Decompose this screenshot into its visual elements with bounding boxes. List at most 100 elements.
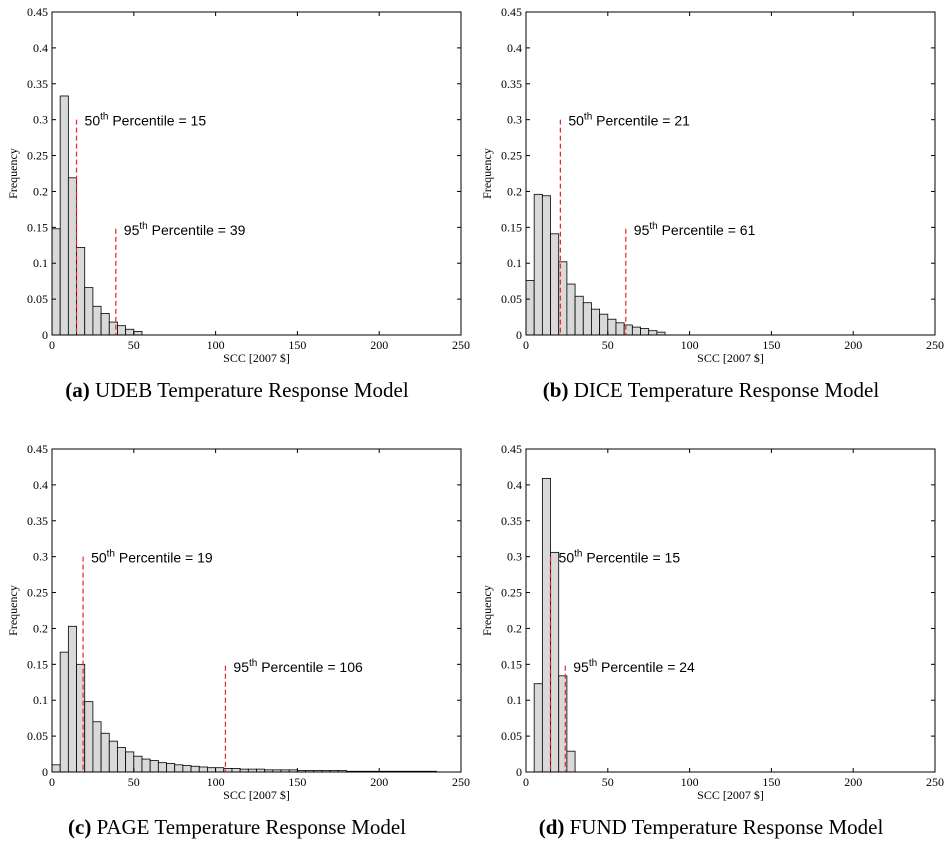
percentile-95-label: 95th Percentile = 61 — [634, 221, 756, 238]
histogram-bar — [84, 701, 94, 773]
histogram-bar — [533, 193, 543, 336]
histogram-bar — [92, 305, 102, 336]
histogram-bar — [648, 330, 658, 336]
chart-panel-a: 0 50 100 150 200 250 0 0.05 0.1 0.15 0.2 0.25 0.3 0.3… — [0, 0, 474, 423]
panel-caption: (b) DICE Temperature Response Model — [474, 378, 948, 403]
chart-panel-c: 0 50 100 150 200 250 0 0.05 0.1 0.15 0.2 0.25 0.3 0.3… — [0, 437, 474, 860]
histogram-bar — [117, 325, 127, 336]
histogram-bar — [59, 651, 69, 773]
histogram-plot: 0 50 100 150 200 250 0 0.05 0.1 0.15 0.2 0.25 0.3 0.3… — [6, 442, 470, 802]
x-tick-label: 150 — [288, 338, 306, 352]
histogram-bar — [100, 313, 110, 336]
y-tick-label: 0.4 — [33, 41, 48, 55]
histogram-bar — [157, 762, 167, 773]
y-tick-label: 0.1 — [33, 693, 48, 707]
percentile-95-label: 95th Percentile = 24 — [573, 658, 695, 675]
histogram-bar — [125, 328, 135, 336]
histogram-bar — [117, 747, 127, 773]
histogram-bar — [541, 478, 551, 773]
y-tick-label: 0.3 — [507, 550, 522, 564]
plot-frame — [525, 448, 936, 773]
percentile-95-label: 95th Percentile = 106 — [233, 658, 363, 675]
y-tick-label: 0.45 — [501, 5, 522, 19]
histogram-bar — [525, 280, 535, 336]
y-tick-label: 0.05 — [27, 729, 48, 743]
panel-letter: (a) — [65, 378, 90, 402]
histogram-bar — [215, 767, 225, 773]
histogram-bar — [76, 247, 86, 336]
x-tick-label: 150 — [762, 338, 780, 352]
caption-text: DICE Temperature Response Model — [573, 378, 880, 402]
histogram-bar — [533, 683, 543, 773]
y-tick-label: 0.05 — [501, 292, 522, 306]
y-tick-label: 0.4 — [507, 41, 522, 55]
histogram-bar — [149, 760, 159, 773]
histogram-bar — [182, 765, 192, 773]
y-tick-label: 0.1 — [507, 693, 522, 707]
histogram-bar — [59, 95, 69, 336]
histogram-bar — [84, 287, 94, 336]
panel-letter: (b) — [542, 378, 569, 402]
plot-frame — [525, 11, 936, 336]
percentile-50-label: 50th Percentile = 15 — [85, 112, 207, 129]
y-tick-label: 0 — [42, 328, 48, 342]
y-tick-label: 0.2 — [33, 184, 48, 198]
y-tick-label: 0.3 — [33, 550, 48, 564]
histogram-bar — [591, 308, 601, 336]
histogram-bar — [198, 766, 208, 773]
y-tick-label: 0.35 — [27, 77, 48, 91]
x-tick-label: 50 — [602, 775, 614, 789]
x-tick-label: 0 — [49, 775, 55, 789]
panel-caption: (d) FUND Temperature Response Model — [474, 815, 948, 840]
histogram-bar — [566, 750, 576, 773]
histogram-bar — [108, 740, 118, 773]
x-tick-label: 100 — [681, 338, 699, 352]
x-tick-label: 0 — [523, 775, 529, 789]
histogram-bar — [67, 625, 77, 773]
percentile-50-label: 50th Percentile = 19 — [91, 549, 213, 566]
y-axis-label: Frequency — [480, 585, 494, 636]
x-tick-label: 150 — [762, 775, 780, 789]
chart-panel-b: 0 50 100 150 200 250 0 0.05 0.1 0.15 0.2 0.25 0.3 0.3… — [474, 0, 948, 423]
histogram-bar — [51, 228, 61, 336]
y-tick-label: 0.15 — [27, 657, 48, 671]
panel-caption: (c) PAGE Temperature Response Model — [0, 815, 474, 840]
histogram-bar — [582, 302, 592, 336]
x-tick-label: 50 — [602, 338, 614, 352]
y-tick-label: 0.35 — [27, 514, 48, 528]
y-tick-label: 0 — [516, 328, 522, 342]
histogram-plot: 0 50 100 150 200 250 0 0.05 0.1 0.15 0.2 0.25 0.3 0.3… — [480, 5, 944, 365]
y-tick-label: 0.25 — [501, 149, 522, 163]
y-tick-label: 0.25 — [27, 149, 48, 163]
y-tick-label: 0.3 — [33, 113, 48, 127]
histogram-bar — [607, 318, 617, 336]
histogram-bar — [125, 751, 135, 773]
x-tick-label: 200 — [844, 338, 862, 352]
y-tick-label: 0.2 — [507, 621, 522, 635]
y-tick-label: 0.2 — [507, 184, 522, 198]
y-tick-label: 0.1 — [507, 256, 522, 270]
caption-text: FUND Temperature Response Model — [569, 815, 884, 839]
y-tick-label: 0.45 — [27, 442, 48, 456]
histogram-bar — [100, 732, 110, 773]
histogram-bar — [166, 762, 176, 773]
x-tick-label: 0 — [523, 338, 529, 352]
histogram-bar — [92, 721, 102, 773]
x-tick-label: 250 — [452, 338, 470, 352]
y-tick-label: 0.25 — [501, 586, 522, 600]
y-tick-label: 0.15 — [501, 220, 522, 234]
y-tick-label: 0.05 — [501, 729, 522, 743]
y-tick-label: 0.4 — [33, 478, 48, 492]
y-tick-label: 0 — [516, 765, 522, 779]
y-tick-label: 0.4 — [507, 478, 522, 492]
x-tick-label: 150 — [288, 775, 306, 789]
histogram-bar — [574, 295, 584, 336]
histogram-plot: 0 50 100 150 200 250 0 0.05 0.1 0.15 0.2 0.25 0.3 0.3… — [480, 442, 944, 802]
y-tick-label: 0.05 — [27, 292, 48, 306]
histogram-bar — [133, 755, 143, 773]
y-tick-label: 0.3 — [507, 113, 522, 127]
y-tick-label: 0.45 — [27, 5, 48, 19]
x-tick-label: 0 — [49, 338, 55, 352]
y-axis-label: Frequency — [6, 585, 20, 636]
x-tick-label: 200 — [844, 775, 862, 789]
